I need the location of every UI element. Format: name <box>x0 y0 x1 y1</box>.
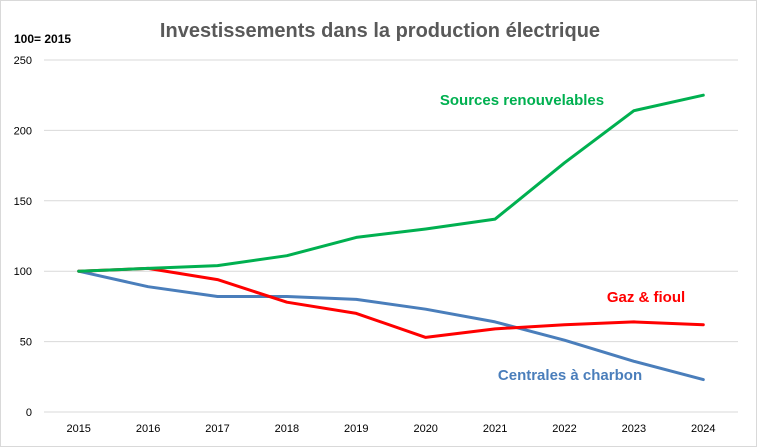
x-tick-label: 2020 <box>413 423 437 435</box>
x-tick-label: 2017 <box>205 423 229 435</box>
chart-title: Investissements dans la production élect… <box>160 20 600 42</box>
series-lines <box>77 93 705 382</box>
series-label-charbon: Centrales à charbon <box>498 367 642 384</box>
series-line-1 <box>77 266 705 339</box>
y-axis-ticks: 0 50 100 150 200 250 <box>14 55 32 419</box>
series-line-0 <box>77 93 705 273</box>
x-tick-label: 2024 <box>691 423 715 435</box>
x-tick-label: 2021 <box>483 423 507 435</box>
x-tick-label: 2022 <box>552 423 576 435</box>
x-tick-label: 2019 <box>344 423 368 435</box>
y-tick-label: 100 <box>14 266 32 278</box>
x-axis-ticks: 2015 2016 2017 2018 2019 2020 2021 2022 2023 2024 <box>66 423 715 435</box>
x-tick-label: 2016 <box>136 423 160 435</box>
x-tick-label: 2015 <box>66 423 90 435</box>
x-tick-label: 2023 <box>622 423 646 435</box>
y-tick-label: 0 <box>26 407 32 419</box>
y-tick-label: 150 <box>14 196 32 208</box>
series-label-renouvelables: Sources renouvelables <box>440 92 604 109</box>
gridlines <box>44 59 738 413</box>
series-label-gaz-fioul: Gaz & fioul <box>607 289 685 306</box>
unit-label: 100= 2015 <box>14 32 71 46</box>
y-tick-label: 200 <box>14 125 32 137</box>
series-line-2 <box>77 269 705 382</box>
y-tick-label: 50 <box>20 337 32 349</box>
y-tick-label: 250 <box>14 55 32 67</box>
x-tick-label: 2018 <box>275 423 299 435</box>
